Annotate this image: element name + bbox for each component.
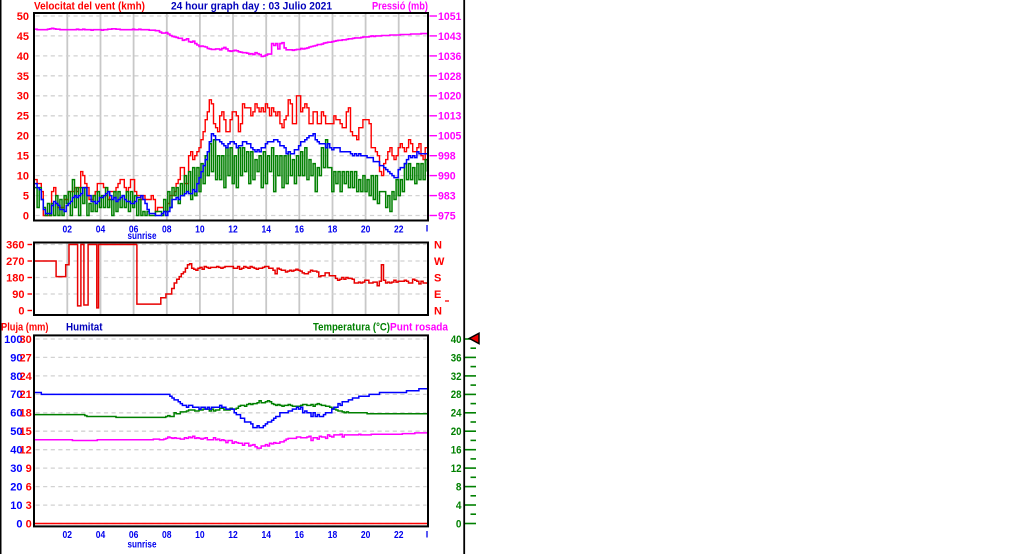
svg-text:50: 50 <box>10 426 22 438</box>
svg-text:1036: 1036 <box>438 51 461 63</box>
svg-text:06: 06 <box>129 530 139 541</box>
svg-text:0: 0 <box>26 518 32 530</box>
svg-text:10: 10 <box>195 530 205 541</box>
svg-text:24: 24 <box>20 371 33 383</box>
svg-text:16: 16 <box>451 445 462 457</box>
svg-text:40: 40 <box>10 445 22 457</box>
svg-text:18: 18 <box>328 225 338 236</box>
svg-text:12: 12 <box>451 463 462 475</box>
svg-text:12: 12 <box>20 445 32 457</box>
svg-text:360: 360 <box>6 239 24 251</box>
svg-text:70: 70 <box>10 389 22 401</box>
svg-text:6: 6 <box>26 482 32 494</box>
svg-text:0: 0 <box>16 518 22 530</box>
svg-text:50: 50 <box>17 11 29 23</box>
svg-text:24: 24 <box>451 408 463 420</box>
svg-text:W: W <box>434 256 445 268</box>
svg-text:35: 35 <box>17 71 29 83</box>
svg-text:Punt rosada: Punt rosada <box>390 322 449 334</box>
svg-text:Humitat: Humitat <box>66 322 103 334</box>
svg-text:24 hour graph day : 03 Julio 2: 24 hour graph day : 03 Julio 2021 <box>171 1 332 13</box>
svg-text:20: 20 <box>361 225 371 236</box>
svg-text:180: 180 <box>6 272 24 284</box>
svg-text:Velocitat del vent (kmh): Velocitat del vent (kmh) <box>34 1 145 13</box>
svg-text:80: 80 <box>10 371 22 383</box>
svg-text:15: 15 <box>17 151 29 163</box>
svg-text:16: 16 <box>295 530 305 541</box>
svg-text:25: 25 <box>17 111 29 123</box>
svg-text:4: 4 <box>456 500 462 512</box>
svg-text:3: 3 <box>26 500 32 512</box>
svg-text:0: 0 <box>456 518 462 530</box>
svg-text:14: 14 <box>261 530 271 541</box>
svg-text:8: 8 <box>456 482 462 494</box>
svg-text:1051: 1051 <box>438 11 461 23</box>
svg-text:998: 998 <box>438 151 456 163</box>
svg-text:1028: 1028 <box>438 71 461 83</box>
svg-text:32: 32 <box>451 371 462 383</box>
svg-text:270: 270 <box>6 256 24 268</box>
svg-text:40: 40 <box>17 51 29 63</box>
svg-text:08: 08 <box>162 530 172 541</box>
svg-text:02: 02 <box>63 530 73 541</box>
svg-text:30: 30 <box>10 463 22 475</box>
svg-text:I: I <box>426 224 429 234</box>
svg-text:975: 975 <box>438 210 456 222</box>
svg-text:40: 40 <box>451 334 462 346</box>
svg-text:983: 983 <box>438 191 456 203</box>
svg-text:100: 100 <box>4 334 22 346</box>
svg-text:5: 5 <box>23 191 29 203</box>
svg-text:1043: 1043 <box>438 31 461 43</box>
svg-text:22: 22 <box>394 530 404 541</box>
svg-text:18: 18 <box>20 408 32 420</box>
svg-text:sunrise: sunrise <box>128 231 157 242</box>
svg-text:N: N <box>434 305 442 317</box>
svg-text:0: 0 <box>23 210 29 222</box>
svg-text:02: 02 <box>63 225 73 236</box>
svg-text:I: I <box>426 530 429 540</box>
svg-text:06: 06 <box>129 225 139 236</box>
svg-text:1005: 1005 <box>438 131 461 143</box>
svg-text:20: 20 <box>17 131 29 143</box>
svg-text:990: 990 <box>438 171 456 183</box>
svg-text:30: 30 <box>17 91 29 103</box>
svg-text:1013: 1013 <box>438 111 461 123</box>
svg-text:sunrise: sunrise <box>128 539 157 550</box>
svg-text:16: 16 <box>295 225 305 236</box>
svg-text:0: 0 <box>18 305 24 317</box>
svg-text:18: 18 <box>328 530 338 541</box>
svg-text:Temperatura (°C): Temperatura (°C) <box>313 322 390 334</box>
svg-text:Pressió (mb): Pressió (mb) <box>372 1 428 13</box>
svg-text:S: S <box>434 272 441 284</box>
svg-text:90: 90 <box>10 352 22 364</box>
svg-text:10: 10 <box>195 225 205 236</box>
svg-text:28: 28 <box>451 389 462 401</box>
svg-text:45: 45 <box>17 31 29 43</box>
svg-text:22: 22 <box>394 225 404 236</box>
svg-text:27: 27 <box>20 352 32 364</box>
svg-text:1020: 1020 <box>438 91 461 103</box>
svg-text:36: 36 <box>451 352 462 364</box>
svg-text:30: 30 <box>20 334 32 346</box>
svg-text:10: 10 <box>17 171 29 183</box>
svg-text:20: 20 <box>361 530 371 541</box>
svg-text:15: 15 <box>20 426 32 438</box>
svg-text:20: 20 <box>451 426 462 438</box>
svg-text:04: 04 <box>96 530 106 541</box>
svg-text:12: 12 <box>228 530 238 541</box>
svg-text:60: 60 <box>10 408 22 420</box>
svg-text:20: 20 <box>10 482 22 494</box>
svg-text:9: 9 <box>26 463 32 475</box>
svg-text:E: E <box>434 289 441 301</box>
svg-text:12: 12 <box>228 225 238 236</box>
svg-text:21: 21 <box>20 389 32 401</box>
svg-text:Pluja (mm): Pluja (mm) <box>1 322 49 334</box>
svg-text:90: 90 <box>12 289 24 301</box>
svg-text:N: N <box>434 239 442 251</box>
svg-text:08: 08 <box>162 225 172 236</box>
svg-text:10: 10 <box>10 500 22 512</box>
svg-text:14: 14 <box>261 225 271 236</box>
svg-text:04: 04 <box>96 225 106 236</box>
